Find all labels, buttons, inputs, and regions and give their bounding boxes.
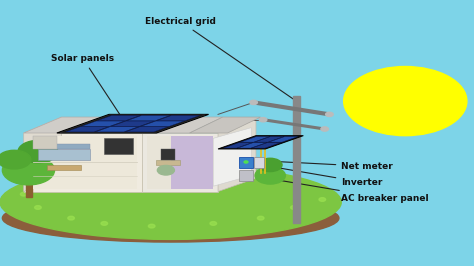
Ellipse shape bbox=[2, 194, 339, 242]
Text: Electrical grid: Electrical grid bbox=[145, 17, 294, 99]
Bar bbox=[26, 165, 32, 197]
Text: AC breaker panel: AC breaker panel bbox=[254, 176, 429, 203]
Ellipse shape bbox=[0, 165, 341, 239]
Polygon shape bbox=[24, 117, 62, 192]
Polygon shape bbox=[111, 121, 154, 126]
Polygon shape bbox=[33, 136, 57, 149]
Circle shape bbox=[210, 222, 217, 225]
Polygon shape bbox=[142, 133, 218, 192]
Bar bbox=[293, 96, 300, 223]
Polygon shape bbox=[60, 115, 206, 133]
Circle shape bbox=[148, 224, 155, 228]
Polygon shape bbox=[96, 127, 138, 132]
Circle shape bbox=[20, 192, 27, 196]
Text: Net meter: Net meter bbox=[267, 161, 393, 171]
Polygon shape bbox=[224, 143, 252, 148]
Polygon shape bbox=[66, 127, 109, 132]
Circle shape bbox=[35, 206, 41, 209]
Polygon shape bbox=[127, 115, 170, 121]
Polygon shape bbox=[156, 160, 180, 165]
FancyBboxPatch shape bbox=[239, 170, 253, 181]
Polygon shape bbox=[218, 120, 256, 192]
Polygon shape bbox=[126, 127, 168, 132]
Polygon shape bbox=[141, 121, 184, 126]
Circle shape bbox=[101, 222, 108, 225]
Polygon shape bbox=[147, 136, 213, 189]
Polygon shape bbox=[57, 114, 209, 133]
FancyBboxPatch shape bbox=[254, 157, 264, 168]
Circle shape bbox=[257, 216, 264, 220]
Circle shape bbox=[321, 127, 328, 131]
Polygon shape bbox=[82, 121, 124, 126]
Polygon shape bbox=[38, 144, 90, 149]
Polygon shape bbox=[38, 149, 90, 160]
FancyBboxPatch shape bbox=[239, 157, 253, 168]
Circle shape bbox=[259, 118, 267, 122]
Polygon shape bbox=[241, 136, 269, 142]
Polygon shape bbox=[218, 136, 303, 149]
Polygon shape bbox=[157, 115, 200, 121]
Circle shape bbox=[2, 156, 55, 185]
Circle shape bbox=[244, 161, 248, 163]
Text: Inverter: Inverter bbox=[256, 164, 383, 187]
Circle shape bbox=[258, 158, 282, 172]
Polygon shape bbox=[171, 136, 213, 189]
Circle shape bbox=[255, 167, 285, 184]
Polygon shape bbox=[97, 115, 140, 121]
Polygon shape bbox=[47, 165, 81, 170]
Polygon shape bbox=[190, 117, 261, 133]
Circle shape bbox=[18, 140, 58, 163]
Circle shape bbox=[157, 165, 174, 175]
Polygon shape bbox=[252, 143, 281, 148]
Polygon shape bbox=[213, 128, 251, 186]
Circle shape bbox=[344, 66, 467, 136]
Polygon shape bbox=[24, 117, 223, 133]
Circle shape bbox=[68, 216, 74, 220]
Circle shape bbox=[326, 112, 333, 117]
Circle shape bbox=[250, 100, 257, 105]
Polygon shape bbox=[24, 133, 142, 192]
Circle shape bbox=[319, 198, 326, 201]
Polygon shape bbox=[269, 136, 298, 142]
Circle shape bbox=[198, 175, 219, 187]
Polygon shape bbox=[33, 136, 137, 189]
Polygon shape bbox=[255, 136, 283, 142]
Polygon shape bbox=[161, 149, 175, 160]
Text: Solar panels: Solar panels bbox=[51, 54, 122, 117]
Circle shape bbox=[54, 184, 60, 188]
Polygon shape bbox=[104, 138, 133, 154]
Circle shape bbox=[0, 150, 31, 169]
Polygon shape bbox=[238, 143, 266, 148]
Circle shape bbox=[291, 206, 297, 209]
